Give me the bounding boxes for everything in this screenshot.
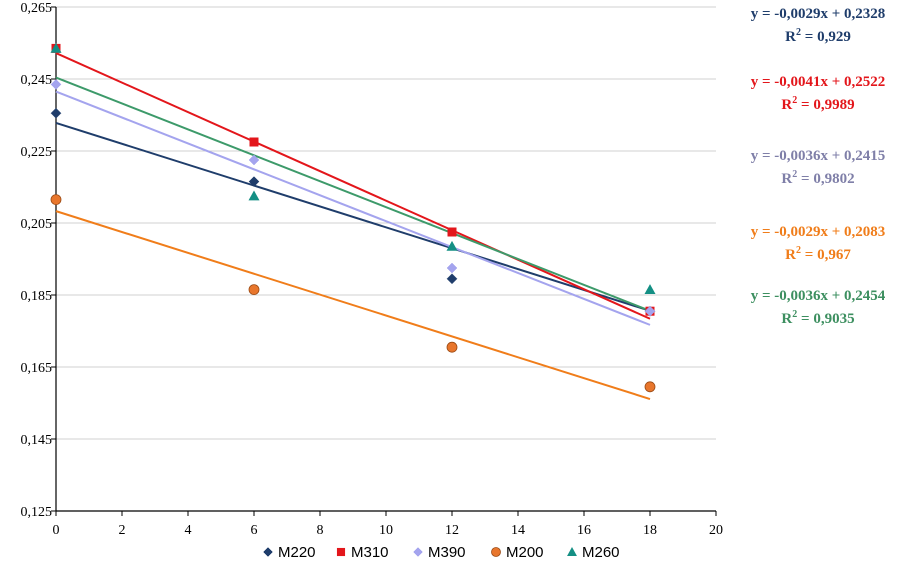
y-tick-label: 0,185: [21, 289, 53, 304]
y-tick-label: 0,245: [21, 73, 53, 88]
r-squared-m310: R2 = 0,9989: [781, 95, 854, 113]
trendline-m260: [55, 76, 651, 312]
legend-marker-m390: [413, 547, 423, 557]
legend-label-m200: M200: [506, 544, 544, 561]
x-tick-label: 6: [251, 523, 258, 538]
point-m390: [248, 154, 260, 166]
point-m260: [248, 190, 260, 201]
legend-label-m220: M220: [278, 544, 316, 561]
point-m200: [446, 341, 458, 353]
trendline-m220: [55, 121, 651, 312]
x-tick-label: 0: [53, 523, 60, 538]
trend-equation-m260: y = -0,0036x + 0,2454: [751, 288, 886, 304]
legend-marker-m220: [263, 547, 273, 557]
point-m390: [644, 305, 656, 317]
trend-lines: [55, 52, 651, 400]
trendline-m310: [55, 52, 651, 320]
y-tick-label: 0,225: [21, 145, 53, 160]
point-m260: [50, 42, 62, 53]
data-points: [50, 42, 656, 393]
x-tick-label: 12: [445, 523, 459, 538]
x-tick-label: 2: [119, 523, 126, 538]
point-m220: [248, 176, 260, 187]
grid-lines: [56, 6, 716, 440]
legend-marker-m200: [491, 547, 501, 557]
trend-equations: y = -0,0029x + 0,2328 R2 = 0,929 y = -0,00…: [751, 6, 886, 327]
point-m220: [446, 273, 458, 285]
x-tick-label: 18: [643, 523, 657, 538]
legend-label-m260: M260: [582, 544, 620, 561]
r-squared-m200: R2 = 0,967: [785, 245, 851, 263]
y-tick-label: 0,165: [21, 361, 53, 376]
trendline-m390: [55, 90, 651, 326]
r-squared-m260: R2 = 0,9035: [781, 309, 854, 327]
legend-marker-m260: [567, 547, 577, 556]
trend-equation-m220: y = -0,0029x + 0,2328: [751, 6, 886, 22]
r-squared-m390: R2 = 0,9802: [781, 169, 854, 187]
point-m310: [447, 227, 457, 237]
legend-label-m390: M390: [428, 544, 466, 561]
trend-equation-m200: y = -0,0029x + 0,2083: [751, 224, 886, 240]
legend-marker-m310: [336, 547, 346, 557]
point-m200: [248, 284, 260, 296]
x-tick-label: 20: [709, 523, 723, 538]
point-m220: [50, 107, 62, 119]
r-squared-m220: R2 = 0,929: [785, 27, 851, 45]
x-tick-label: 4: [185, 523, 192, 538]
point-m390: [446, 262, 458, 274]
x-tick-label: 14: [511, 523, 525, 538]
y-tick-label: 0,145: [21, 433, 53, 448]
legend: M220 M310 M390 M200 M260: [263, 544, 620, 561]
x-tick-label: 10: [379, 523, 393, 538]
point-m260: [446, 240, 458, 251]
legend-label-m310: M310: [351, 544, 389, 561]
x-tick-label: 16: [577, 523, 591, 538]
point-m200: [50, 194, 62, 206]
y-tick-label: 0,205: [21, 217, 53, 232]
x-tick-label: 8: [317, 523, 324, 538]
y-tick-label: 0,265: [21, 1, 53, 16]
y-tick-label: 0,125: [21, 505, 53, 520]
trendline-m200: [55, 210, 651, 400]
trend-equation-m390: y = -0,0036x + 0,2415: [751, 148, 886, 164]
point-m390: [50, 79, 62, 90]
point-m310: [249, 137, 259, 147]
point-m200: [644, 381, 656, 393]
axes: 0,125 0,145 0,165 0,185 0,205 0,225 0,245 0,265…: [21, 1, 724, 538]
point-m260: [644, 284, 656, 294]
trend-equation-m310: y = -0,0041x + 0,2522: [751, 74, 886, 90]
